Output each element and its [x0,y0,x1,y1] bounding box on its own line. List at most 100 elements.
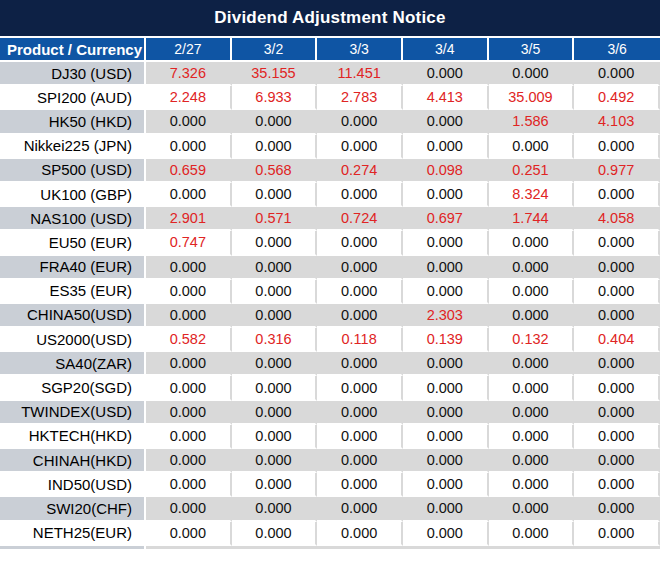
page-title: Dividend Adjustment Notice [214,8,445,28]
value-cell: 0.000 [317,449,403,473]
value-cell: 0.000 [146,280,232,304]
value-cell: 0.000 [403,62,489,86]
product-cell: NAS100 (USD) [0,207,146,231]
table-row: NAS100 (USD)2.9010.5710.7240.6971.7444.0… [0,207,660,231]
table-row: NETH25(EUR)0.0000.0000.0000.0000.0000.00… [0,522,660,546]
value-cell: 0.000 [489,304,575,328]
product-cell: SPI200 (AUD) [0,86,146,110]
value-cell: 0.000 [574,183,660,207]
value-cell: 0.118 [317,328,403,352]
product-cell: UK100 (GBP) [0,183,146,207]
product-cell: IND50(USD) [0,473,146,497]
value-cell: 0.000 [574,304,660,328]
table-row: DJ30 (USD)7.32635.15511.4510.0000.0000.0… [0,62,660,86]
value-cell: 7.326 [146,62,232,86]
value-cell: 0.000 [146,497,232,521]
value-cell: 0.000 [317,401,403,425]
value-cell: 0.000 [317,280,403,304]
table-row: FRA40 (EUR)0.0000.0000.0000.0000.0000.00… [0,256,660,280]
value-cell: 0.000 [146,401,232,425]
value-cell: 0.000 [489,62,575,86]
product-cell: Nikkei225 (JPN) [0,135,146,159]
value-cell: 0.000 [146,376,232,400]
value-cell: 0.977 [574,159,660,183]
value-cell: 0.000 [489,449,575,473]
column-header-date: 3/6 [574,38,660,62]
product-cell: CHINA50(USD) [0,304,146,328]
table-row: EU50 (EUR)0.7470.0000.0000.0000.0000.000 [0,231,660,255]
value-cell: 0.492 [574,86,660,110]
value-cell: 0.000 [403,522,489,546]
value-cell: 0.000 [574,522,660,546]
value-cell: 0.000 [489,376,575,400]
value-cell: 0.139 [403,328,489,352]
value-cell: 0.000 [403,401,489,425]
value-cell: 0.000 [232,497,318,521]
value-cell: 0.000 [317,110,403,134]
value-cell: 0.000 [574,473,660,497]
table-row: IND50(USD)0.0000.0000.0000.0000.0000.000 [0,473,660,497]
value-cell: 0.000 [317,256,403,280]
value-cell: 0.000 [232,110,318,134]
value-cell: 0.000 [317,522,403,546]
value-cell: 0.000 [489,231,575,255]
table-row: SA40(ZAR)0.0000.0000.0000.0000.0000.000 [0,352,660,376]
value-cell: 0.000 [403,135,489,159]
product-cell: ES35 (EUR) [0,280,146,304]
value-cell: 0.000 [489,256,575,280]
value-cell: 0.000 [232,401,318,425]
value-cell: 0.000 [146,110,232,134]
table-row: SGP20(SGD)0.0000.0000.0000.0000.0000.000 [0,376,660,400]
value-cell: 0.251 [489,159,575,183]
table-row: HKTECH(HKD)0.0000.0000.0000.0000.0000.00… [0,425,660,449]
next-row-product-cell-clipped [0,546,146,549]
value-cell: 0.747 [146,231,232,255]
value-cell: 0.000 [146,135,232,159]
value-cell: 0.000 [574,352,660,376]
column-header-date: 3/5 [489,38,575,62]
value-cell: 0.000 [317,497,403,521]
value-cell: 0.000 [574,425,660,449]
value-cell: 4.058 [574,207,660,231]
value-cell: 0.000 [403,376,489,400]
value-cell: 0.000 [403,256,489,280]
product-cell: SA40(ZAR) [0,352,146,376]
value-cell: 0.000 [403,497,489,521]
value-cell: 0.000 [574,497,660,521]
table-row: CHINAH(HKD)0.0000.0000.0000.0000.0000.00… [0,449,660,473]
value-cell: 0.000 [232,449,318,473]
value-cell: 0.000 [489,135,575,159]
value-cell: 0.000 [489,352,575,376]
value-cell: 0.274 [317,159,403,183]
value-cell: 0.000 [403,473,489,497]
product-cell: DJ30 (USD) [0,62,146,86]
value-cell: 0.000 [146,256,232,280]
value-cell: 0.000 [317,425,403,449]
value-cell: 0.000 [574,231,660,255]
product-cell: US2000(USD) [0,328,146,352]
product-cell: SGP20(SGD) [0,376,146,400]
column-header-date: 2/27 [146,38,232,62]
value-cell: 0.000 [232,183,318,207]
value-cell: 0.000 [146,352,232,376]
notice-title-bar: Dividend Adjustment Notice [0,0,660,38]
value-cell: 0.000 [403,449,489,473]
value-cell: 0.000 [317,135,403,159]
value-cell: 0.000 [574,280,660,304]
value-cell: 0.000 [489,522,575,546]
table-row: Nikkei225 (JPN)0.0000.0000.0000.0000.000… [0,135,660,159]
value-cell: 0.316 [232,328,318,352]
value-cell: 0.000 [574,256,660,280]
value-cell: 0.404 [574,328,660,352]
value-cell: 2.303 [403,304,489,328]
column-header-date: 3/2 [232,38,318,62]
value-cell: 0.000 [146,304,232,328]
dividend-table: Product / Currency 2/27 3/2 3/3 3/4 3/5 … [0,38,660,546]
value-cell: 0.000 [146,183,232,207]
value-cell: 0.724 [317,207,403,231]
value-cell: 0.000 [232,280,318,304]
value-cell: 4.413 [403,86,489,110]
value-cell: 0.000 [146,473,232,497]
value-cell: 0.000 [403,425,489,449]
product-cell: HK50 (HKD) [0,110,146,134]
